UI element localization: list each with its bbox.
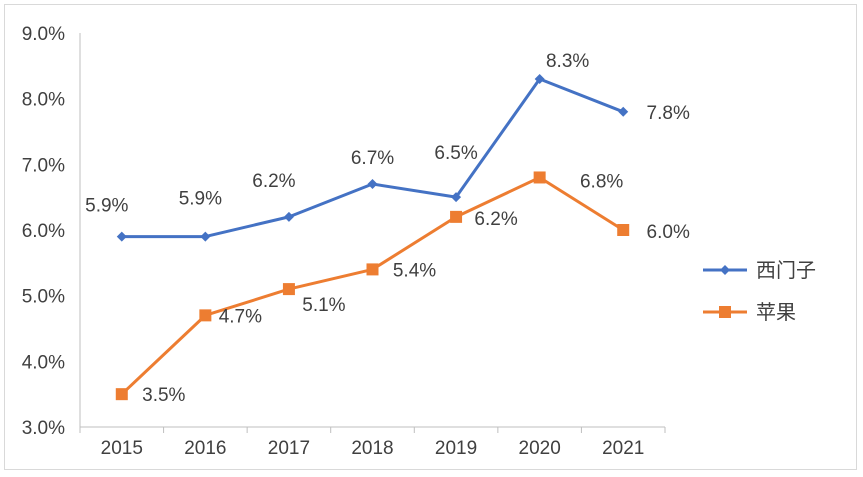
data-label: 6.2% bbox=[252, 171, 295, 192]
legend-marker-0 bbox=[720, 265, 730, 275]
series-1-point bbox=[199, 309, 212, 322]
y-tick-label: 5.0% bbox=[22, 287, 65, 308]
series-0-point bbox=[200, 231, 211, 242]
x-tick-label: 2021 bbox=[602, 438, 644, 459]
y-tick-label: 3.0% bbox=[22, 418, 65, 439]
y-tick-label: 9.0% bbox=[22, 24, 65, 45]
data-label: 6.5% bbox=[434, 143, 477, 164]
series-0-point bbox=[367, 179, 378, 190]
series-0-point bbox=[534, 73, 545, 84]
y-tick-label: 8.0% bbox=[22, 90, 65, 111]
series-0-point bbox=[618, 106, 629, 117]
data-label: 3.5% bbox=[142, 385, 185, 406]
x-tick-label: 2015 bbox=[101, 438, 143, 459]
x-tick-label: 2019 bbox=[435, 438, 477, 459]
series-1-point bbox=[366, 263, 379, 276]
series-0-point bbox=[116, 231, 127, 242]
data-label: 5.9% bbox=[85, 196, 128, 217]
series-line-1 bbox=[120, 175, 625, 396]
x-tick-label: 2020 bbox=[519, 438, 561, 459]
series-1-point bbox=[533, 171, 546, 184]
data-label: 5.1% bbox=[302, 295, 345, 316]
series-1-point bbox=[617, 224, 630, 236]
series-1-point bbox=[115, 388, 128, 401]
data-label: 5.9% bbox=[179, 189, 222, 210]
y-tick-label: 7.0% bbox=[22, 155, 65, 176]
legend-marker-1 bbox=[719, 306, 731, 318]
y-tick-label: 4.0% bbox=[22, 352, 65, 373]
data-label: 7.8% bbox=[647, 103, 690, 124]
data-label: 6.8% bbox=[580, 171, 623, 192]
legend-label: 西门子 bbox=[756, 258, 816, 282]
x-tick-label: 2016 bbox=[184, 438, 226, 459]
x-tick-label: 2018 bbox=[351, 438, 393, 459]
data-label: 6.7% bbox=[351, 148, 394, 169]
data-label: 6.0% bbox=[647, 222, 690, 243]
series-1-point bbox=[450, 210, 463, 223]
y-tick-label: 6.0% bbox=[22, 221, 65, 242]
data-label: 8.3% bbox=[546, 51, 589, 72]
x-tick-label: 2017 bbox=[268, 438, 310, 459]
series-0-point bbox=[451, 192, 462, 203]
series-1-point bbox=[282, 283, 295, 296]
data-label: 4.7% bbox=[219, 306, 262, 327]
data-label: 5.4% bbox=[393, 260, 436, 281]
series-0-point bbox=[283, 211, 294, 222]
data-label: 6.2% bbox=[474, 209, 517, 230]
legend-label: 苹果 bbox=[756, 300, 796, 324]
